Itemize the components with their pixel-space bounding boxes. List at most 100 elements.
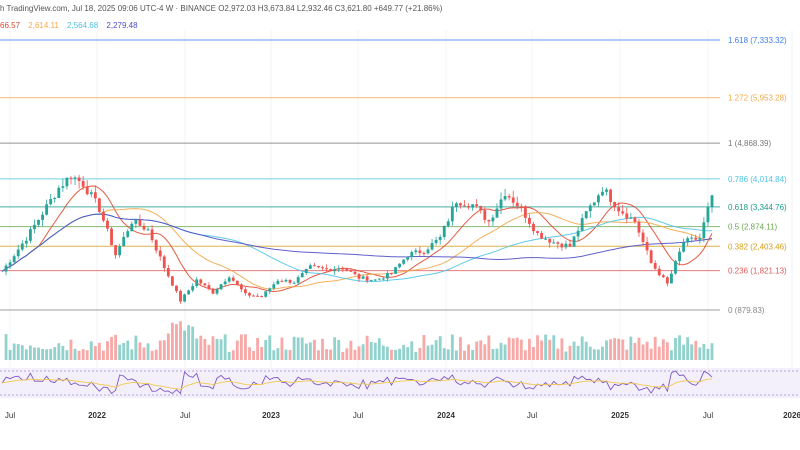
volume-bar [511,338,515,360]
volume-bar [394,349,397,360]
volume-bar [170,322,174,360]
volume-bar [341,351,345,360]
candle-body [556,242,560,244]
volume-bar [499,342,503,360]
volume-bar [349,340,353,360]
volume-bar [199,335,203,360]
volume-bar [361,344,365,360]
candle-body [418,250,422,253]
candle-body [65,177,69,187]
volume-bar [519,339,523,360]
volume-bar [467,344,470,360]
volume-bar [560,338,564,360]
volume-bar [8,349,12,360]
volume-bar [122,342,126,360]
volume-bar [33,347,36,360]
candle-body [511,197,515,203]
volume-bar [674,337,677,360]
volume-bar [114,334,118,360]
volume-bar [471,349,475,360]
x-tick-label: 2025 [611,411,629,420]
candle-body [657,268,661,276]
candle-body [617,207,621,212]
candle-body [325,268,328,270]
candle-body [373,279,377,281]
volume-bar [81,349,85,360]
volume-bar [365,335,369,360]
candle-body [446,221,450,226]
rsi-signal-line [1,378,713,390]
candle-body [45,204,49,215]
candle-body [175,285,178,292]
volume-bar [16,344,20,360]
volume-bar [515,337,519,360]
candle-body [605,189,608,192]
volume-bar [280,337,284,360]
candle-body [223,281,227,285]
candle-body [661,275,665,278]
candle-body [146,229,150,231]
volume-bar [495,348,499,360]
ma-value-0: 66.57 [0,21,21,30]
candle-body [89,192,93,195]
fib-label: 0.382 (2,403.46) [728,242,787,251]
volume-bar [670,350,673,360]
candle-body [317,266,320,268]
volume-bar [373,342,377,360]
volume-bar [256,337,260,360]
candle-body [191,286,195,291]
candle-body [142,225,146,230]
volume-bar [345,348,349,360]
volume-bar [187,325,191,360]
candle-body [596,195,600,203]
candle-body [637,221,641,233]
candle-body [284,279,288,282]
candle-body [641,232,645,242]
candle-body [665,277,669,284]
candle-body [280,280,284,282]
fib-label: 0.618 (3,344.76) [728,203,787,212]
candle-body [422,252,426,254]
x-tick-label: 2022 [88,411,106,420]
candle-body [207,285,211,289]
candle-body [528,217,531,224]
volume-bar [690,344,694,360]
candle-body [609,189,612,203]
candle-body [588,205,592,212]
candle-body [8,262,12,266]
volume-bar [381,345,385,360]
volume-bar [252,350,255,360]
volume-bar [312,339,316,360]
volume-bar [540,340,544,360]
candle-body [515,202,519,207]
candle-body [426,249,430,254]
candle-body [73,177,77,179]
candle-body [187,290,191,295]
volume-bar [150,350,154,360]
volume-bar [430,344,434,360]
candle-body [576,230,580,237]
candle-body [479,206,483,211]
volume-bar [223,334,227,360]
volume-bar [686,337,690,360]
header-symbol: W · BINANCE [165,4,216,13]
candle-body [300,273,304,278]
candle-body [653,262,657,269]
volume-bar [528,338,531,360]
candle-body [199,279,203,284]
volume-bar [296,337,300,360]
candle-body [260,296,264,298]
volume-bar [710,343,714,360]
candle-body [166,268,170,277]
volume-bar [272,350,276,360]
volume-bar [146,343,150,360]
volume-bar [503,344,507,360]
candle-body [349,270,353,272]
candle-body [81,180,85,187]
volume-bar [12,343,16,360]
candle-body [601,191,604,196]
volume-bar [613,338,617,360]
candle-body [406,256,410,260]
